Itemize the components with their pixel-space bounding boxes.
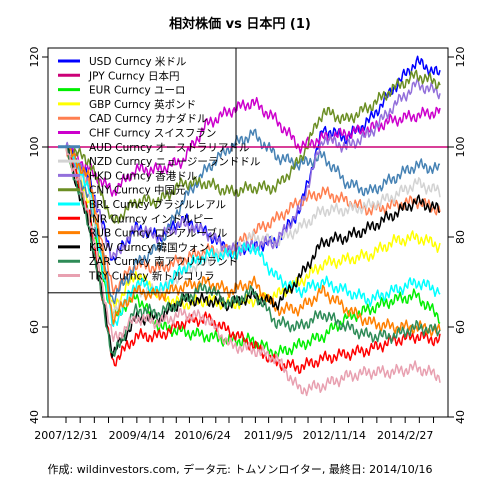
series-line: [65, 146, 441, 327]
y-tick-label-left: 120: [28, 47, 41, 68]
y-axis-left: 40 60 80 100 120: [28, 47, 48, 424]
series-line: [65, 146, 441, 397]
y-tick-label-left: 100: [28, 137, 41, 158]
legend-entry: EUR Curncy ユーロ: [89, 85, 186, 97]
x-axis: 2007/12/31 2009/4/14 2010/6/24 2011/9/5 2012…: [34, 417, 435, 442]
legend-entry: ZAR Curncy 南アフリカランド: [89, 255, 238, 268]
x-tick-label: 2011/9/5: [244, 429, 293, 442]
y-tick-label-left: 40: [28, 410, 41, 424]
legend-entry: TRY Curncy 新トルコリラ: [88, 270, 215, 283]
plot-lines: [65, 55, 441, 397]
x-tick-label: 2010/6/24: [174, 429, 230, 442]
series-line: [65, 145, 441, 357]
legend-entry: INR Curncy インドルピー: [89, 213, 214, 225]
legend-entry: CAD Curncy カナダドル: [89, 112, 208, 125]
legend-entry: RUB Curncy ロシアルーブル: [89, 227, 227, 240]
legend-entry: KRW Curncy 韓国ウォン: [89, 242, 209, 254]
series-line: [65, 128, 441, 305]
x-tick-label: 2012/11/14: [303, 429, 366, 442]
legend-entry: JPY Curncy 日本円: [88, 69, 180, 82]
x-tick-label: 2014/2/27: [377, 429, 433, 442]
y-tick-label-left: 80: [28, 230, 41, 244]
y-tick-label-right: 120: [454, 47, 467, 68]
x-tick-label: 2009/4/14: [109, 429, 165, 442]
legend-entry: AUD Curncy オーストラリアドル: [89, 142, 249, 154]
y-tick-label-right: 60: [454, 320, 467, 334]
series-line: [65, 144, 441, 337]
y-tick-label-right: 80: [454, 230, 467, 244]
y-axis-right: 40 60 80 100 120: [448, 47, 467, 424]
y-tick-label-right: 100: [454, 137, 467, 158]
y-tick-label-right: 40: [454, 410, 467, 424]
chart-caption: 作成: wildinvestors.com, データ元: トムソンロイター, 最…: [48, 462, 433, 476]
legend-entry: HKD Curncy 香港ドル: [89, 170, 197, 182]
series-line: [65, 146, 441, 311]
legend-entry: CHF Curncy スイスフラン: [89, 128, 216, 140]
legend-box: [47, 47, 237, 294]
series-line: [65, 145, 441, 319]
chart-title: 相対株価 vs 日本円 (1): [169, 16, 311, 32]
series-line: [65, 146, 441, 374]
x-tick-label: 2007/12/31: [34, 429, 97, 442]
legend-entry: NZD Curncy ニュージーランドドル: [89, 156, 260, 168]
y-tick-label-left: 60: [28, 320, 41, 334]
series-line: [65, 69, 441, 224]
legend-entry: GBP Curncy 英ポンド: [89, 98, 196, 111]
legend-entry: BRL Curncy ブラジルレアル: [89, 198, 226, 211]
legend-entry: CNY Curncy 中国元: [89, 184, 186, 197]
legend-entry: USD Curncy 米ドル: [89, 55, 186, 68]
